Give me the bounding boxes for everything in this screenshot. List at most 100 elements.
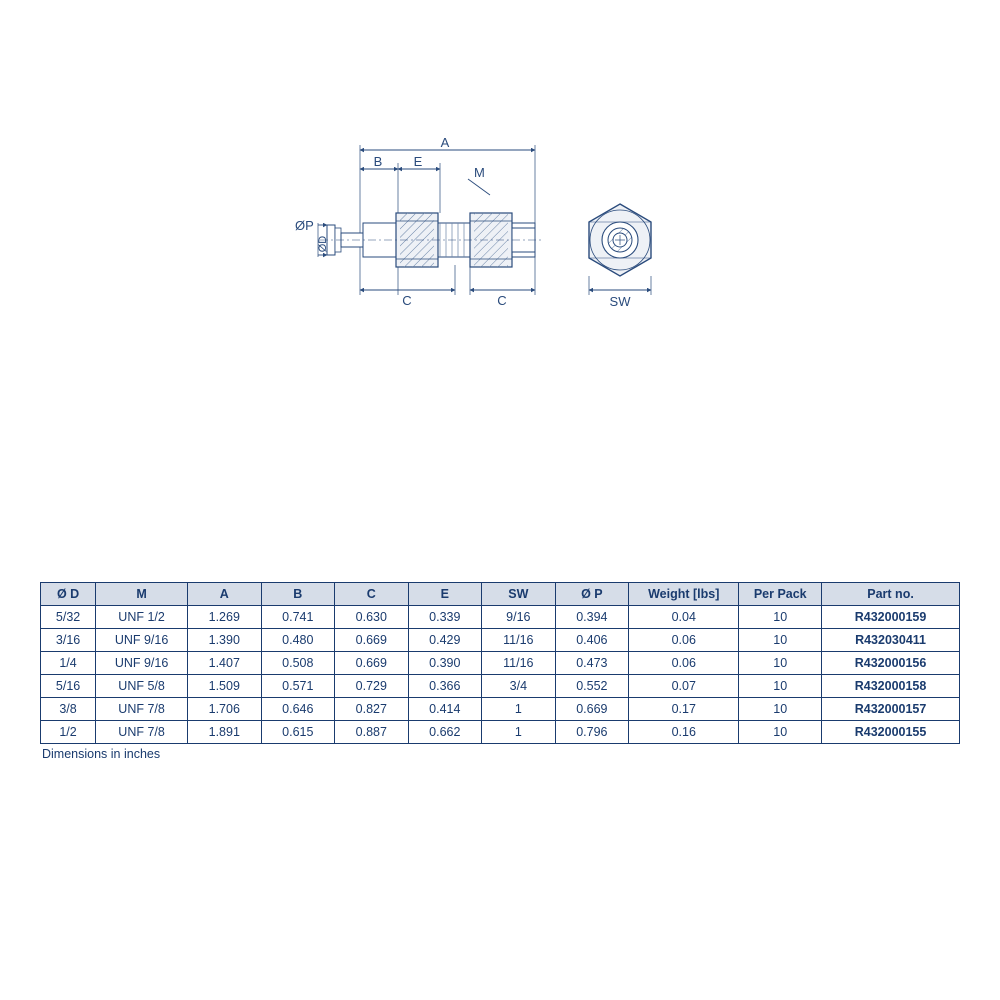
dim-C-left: C: [402, 293, 411, 308]
table-cell: 0.669: [335, 652, 409, 675]
table-cell: 0.887: [335, 721, 409, 744]
table-cell: 0.17: [629, 698, 739, 721]
spec-table: Ø DMABCESWØ PWeight [lbs]Per PackPart no…: [40, 582, 960, 744]
table-cell: 1/4: [41, 652, 96, 675]
table-cell: 0.796: [555, 721, 629, 744]
table-cell: R432000156: [822, 652, 960, 675]
table-cell: 5/16: [41, 675, 96, 698]
table-cell: 11/16: [482, 652, 556, 675]
table-cell: UNF 9/16: [96, 629, 188, 652]
table-cell: 0.827: [335, 698, 409, 721]
table-row: 5/32UNF 1/21.2690.7410.6300.3399/160.394…: [41, 606, 960, 629]
spec-table-area: Ø DMABCESWØ PWeight [lbs]Per PackPart no…: [40, 582, 960, 761]
table-cell: 0.06: [629, 652, 739, 675]
table-cell: 0.473: [555, 652, 629, 675]
dim-M: M: [474, 165, 485, 180]
table-cell: 1.407: [188, 652, 262, 675]
table-cell: 0.662: [408, 721, 482, 744]
table-cell: 1: [482, 698, 556, 721]
table-cell: 0.406: [555, 629, 629, 652]
dim-OD: ØD: [317, 236, 329, 253]
footnote: Dimensions in inches: [40, 747, 960, 761]
table-cell: 11/16: [482, 629, 556, 652]
table-cell: R432000158: [822, 675, 960, 698]
dim-E: E: [414, 154, 423, 169]
table-cell: 0.741: [261, 606, 335, 629]
table-cell: UNF 9/16: [96, 652, 188, 675]
table-cell: 0.366: [408, 675, 482, 698]
table-cell: R432000157: [822, 698, 960, 721]
table-header-cell: Ø P: [555, 583, 629, 606]
table-cell: 10: [739, 629, 822, 652]
table-cell: 10: [739, 698, 822, 721]
table-cell: 5/32: [41, 606, 96, 629]
table-cell: 0.552: [555, 675, 629, 698]
dim-C-right: C: [497, 293, 506, 308]
table-cell: 0.669: [335, 629, 409, 652]
table-cell: 0.646: [261, 698, 335, 721]
table-header-cell: C: [335, 583, 409, 606]
table-cell: 0.630: [335, 606, 409, 629]
table-cell: 1.390: [188, 629, 262, 652]
table-cell: R432000155: [822, 721, 960, 744]
table-cell: 0.339: [408, 606, 482, 629]
table-cell: 0.429: [408, 629, 482, 652]
end-view: SW: [589, 204, 651, 309]
table-cell: 10: [739, 606, 822, 629]
dim-B: B: [374, 154, 383, 169]
table-cell: R432030411: [822, 629, 960, 652]
table-header-cell: Part no.: [822, 583, 960, 606]
table-cell: 9/16: [482, 606, 556, 629]
table-cell: 3/16: [41, 629, 96, 652]
table-cell: 0.414: [408, 698, 482, 721]
side-view: A B E M: [295, 135, 542, 308]
dim-A: A: [441, 135, 450, 150]
table-cell: 10: [739, 675, 822, 698]
table-cell: 0.16: [629, 721, 739, 744]
table-row: 1/2UNF 7/81.8910.6150.8870.66210.7960.16…: [41, 721, 960, 744]
technical-drawing: A B E M: [290, 135, 710, 325]
table-cell: 1.509: [188, 675, 262, 698]
table-cell: 3/4: [482, 675, 556, 698]
table-cell: 0.390: [408, 652, 482, 675]
table-cell: 0.480: [261, 629, 335, 652]
table-cell: 1.891: [188, 721, 262, 744]
table-cell: UNF 7/8: [96, 721, 188, 744]
table-header-row: Ø DMABCESWØ PWeight [lbs]Per PackPart no…: [41, 583, 960, 606]
table-cell: 0.508: [261, 652, 335, 675]
table-cell: UNF 1/2: [96, 606, 188, 629]
table-header-cell: A: [188, 583, 262, 606]
table-row: 1/4UNF 9/161.4070.5080.6690.39011/160.47…: [41, 652, 960, 675]
table-cell: 0.669: [555, 698, 629, 721]
table-cell: 0.04: [629, 606, 739, 629]
table-cell: 0.394: [555, 606, 629, 629]
table-cell: 10: [739, 721, 822, 744]
table-row: 3/8UNF 7/81.7060.6460.8270.41410.6690.17…: [41, 698, 960, 721]
table-row: 5/16UNF 5/81.5090.5710.7290.3663/40.5520…: [41, 675, 960, 698]
table-header-cell: SW: [482, 583, 556, 606]
table-cell: 1.706: [188, 698, 262, 721]
table-header-cell: Weight [lbs]: [629, 583, 739, 606]
table-cell: R432000159: [822, 606, 960, 629]
table-cell: 0.06: [629, 629, 739, 652]
table-row: 3/16UNF 9/161.3900.4800.6690.42911/160.4…: [41, 629, 960, 652]
table-header-cell: E: [408, 583, 482, 606]
table-cell: 0.615: [261, 721, 335, 744]
table-header-cell: M: [96, 583, 188, 606]
table-cell: 0.729: [335, 675, 409, 698]
table-header-cell: Ø D: [41, 583, 96, 606]
table-header-cell: Per Pack: [739, 583, 822, 606]
table-header-cell: B: [261, 583, 335, 606]
table-cell: UNF 5/8: [96, 675, 188, 698]
table-cell: 3/8: [41, 698, 96, 721]
table-cell: 0.571: [261, 675, 335, 698]
table-cell: 0.07: [629, 675, 739, 698]
table-cell: UNF 7/8: [96, 698, 188, 721]
table-cell: 10: [739, 652, 822, 675]
dim-SW: SW: [610, 294, 632, 309]
dim-OP: ØP: [295, 218, 314, 233]
drawing-svg: A B E M: [290, 135, 710, 325]
table-cell: 1.269: [188, 606, 262, 629]
table-cell: 1: [482, 721, 556, 744]
table-cell: 1/2: [41, 721, 96, 744]
